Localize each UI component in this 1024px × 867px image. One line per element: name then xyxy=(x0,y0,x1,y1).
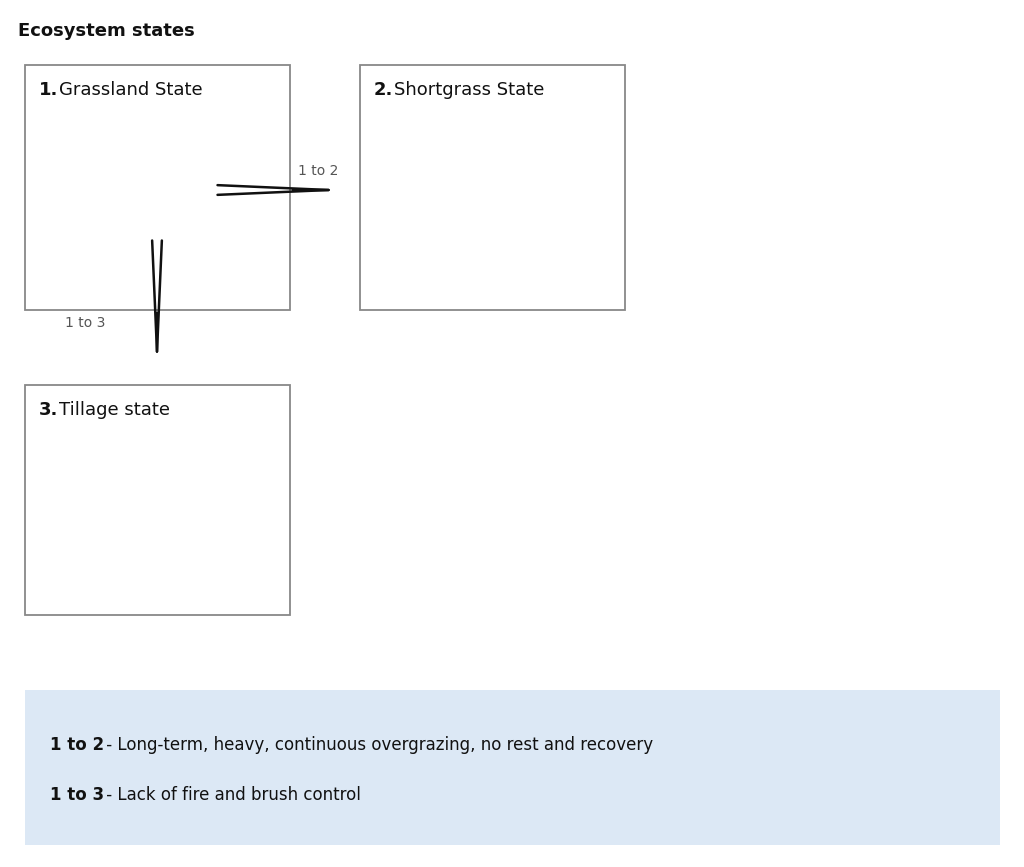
Text: - Lack of fire and brush control: - Lack of fire and brush control xyxy=(101,786,360,804)
Text: Ecosystem states: Ecosystem states xyxy=(18,22,195,40)
Bar xyxy=(25,690,1000,845)
Text: Grassland State: Grassland State xyxy=(59,81,203,99)
Text: Shortgrass State: Shortgrass State xyxy=(394,81,545,99)
Text: 1.: 1. xyxy=(39,81,58,99)
Text: 3.: 3. xyxy=(39,401,58,419)
Text: Tillage state: Tillage state xyxy=(59,401,170,419)
Text: 1 to 3: 1 to 3 xyxy=(65,316,105,330)
Bar xyxy=(360,65,625,310)
Text: - Long-term, heavy, continuous overgrazing, no rest and recovery: - Long-term, heavy, continuous overgrazi… xyxy=(101,736,653,754)
Bar xyxy=(25,65,290,310)
Text: 1 to 2: 1 to 2 xyxy=(298,164,338,178)
Text: 1 to 3: 1 to 3 xyxy=(50,786,104,804)
Bar xyxy=(25,385,290,615)
Text: 2.: 2. xyxy=(374,81,393,99)
Text: 1 to 2: 1 to 2 xyxy=(50,736,104,754)
